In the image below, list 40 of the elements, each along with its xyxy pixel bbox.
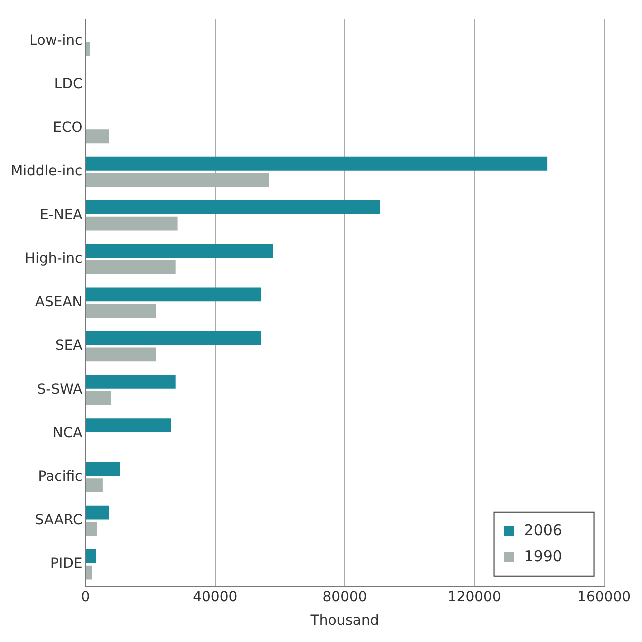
bar (86, 156, 548, 171)
bar (86, 260, 176, 274)
x-axis-title: Thousand (310, 613, 380, 630)
y-tick-label: LDC (54, 76, 83, 92)
y-tick-label: SAARC (35, 512, 83, 529)
legend-label: 1990 (524, 547, 562, 566)
y-tick-label: S-SWA (37, 382, 84, 398)
bar (86, 331, 262, 346)
bar (86, 200, 380, 214)
y-tick-label: ECO (53, 120, 83, 136)
bar (86, 462, 120, 476)
bar (86, 304, 156, 318)
bar (86, 244, 274, 258)
y-tick-label: E-NEA (40, 207, 84, 224)
x-tick-label: 120000 (448, 589, 502, 606)
legend-label: 2006 (524, 521, 562, 540)
bar (86, 42, 90, 56)
y-tick-label: NCA (52, 425, 84, 442)
x-tick-label: 160000 (578, 589, 632, 606)
bar (86, 130, 110, 144)
bar (86, 375, 176, 389)
bar (86, 391, 112, 406)
bar (86, 288, 262, 302)
bar (86, 418, 172, 433)
y-tick-label: Low-inc (30, 32, 83, 49)
bar (86, 478, 103, 492)
y-tick-label: PIDE (50, 556, 83, 572)
y-tick-label: Middle-inc (10, 164, 83, 180)
bar (86, 549, 96, 564)
x-tick-label: 80000 (322, 589, 368, 606)
bar (86, 506, 110, 520)
y-tick-label: High-inc (25, 250, 83, 267)
bar (86, 522, 98, 536)
y-tick-label: Pacific (38, 469, 83, 485)
x-tick-label: 0 (81, 589, 90, 606)
bar (86, 216, 178, 231)
bar (86, 348, 156, 362)
x-tick-label: 40000 (193, 589, 238, 606)
y-tick-label: SEA (55, 338, 84, 354)
y-tick-label: ASEAN (35, 294, 83, 311)
